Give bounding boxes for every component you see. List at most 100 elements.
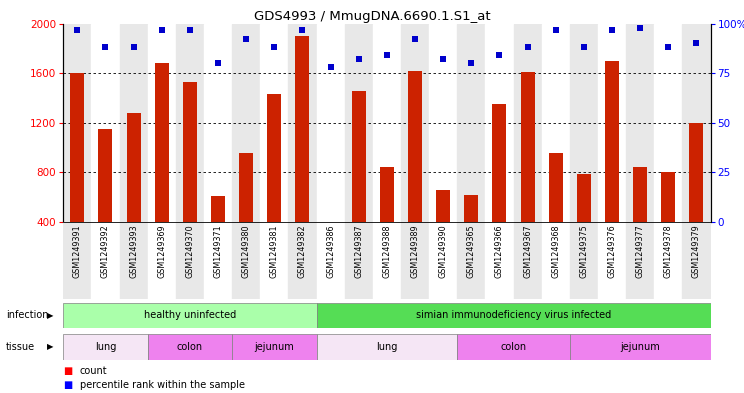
Text: GSM1249368: GSM1249368 xyxy=(551,224,560,278)
Bar xyxy=(260,24,289,222)
Point xyxy=(71,26,83,33)
Point xyxy=(184,26,196,33)
Text: GSM1249371: GSM1249371 xyxy=(214,224,222,278)
Bar xyxy=(324,222,338,223)
Bar xyxy=(513,24,542,222)
Text: GSM1249390: GSM1249390 xyxy=(439,224,448,278)
Bar xyxy=(401,222,429,299)
Bar xyxy=(598,222,626,299)
Bar xyxy=(267,94,281,222)
Bar xyxy=(316,303,711,328)
Bar xyxy=(120,24,147,222)
Text: ▶: ▶ xyxy=(47,311,54,320)
Bar xyxy=(147,222,176,299)
Bar xyxy=(211,196,225,222)
Text: tissue: tissue xyxy=(6,342,35,352)
Bar xyxy=(458,334,570,360)
Bar xyxy=(183,82,197,222)
Point xyxy=(381,52,393,59)
Bar xyxy=(289,24,316,222)
Bar xyxy=(373,24,401,222)
Text: GDS4993 / MmugDNA.6690.1.S1_at: GDS4993 / MmugDNA.6690.1.S1_at xyxy=(254,10,490,23)
Bar xyxy=(239,152,253,222)
Bar xyxy=(485,24,513,222)
Bar xyxy=(429,24,458,222)
Bar xyxy=(570,222,598,299)
Bar xyxy=(147,334,232,360)
Bar xyxy=(654,24,682,222)
Bar xyxy=(232,334,316,360)
Bar xyxy=(577,174,591,222)
Bar xyxy=(344,222,373,299)
Text: lung: lung xyxy=(376,342,397,352)
Text: GSM1249389: GSM1249389 xyxy=(411,224,420,278)
Text: colon: colon xyxy=(501,342,527,352)
Bar xyxy=(401,24,429,222)
Bar xyxy=(260,222,289,299)
Point xyxy=(437,56,449,62)
Bar xyxy=(380,167,394,222)
Bar xyxy=(176,222,204,299)
Text: ■: ■ xyxy=(63,380,72,390)
Bar xyxy=(513,222,542,299)
Bar xyxy=(126,113,141,222)
Bar xyxy=(542,222,570,299)
Bar xyxy=(436,190,450,222)
Bar xyxy=(521,72,535,222)
Bar xyxy=(92,24,120,222)
Text: GSM1249391: GSM1249391 xyxy=(73,224,82,278)
Bar xyxy=(120,222,147,299)
Text: GSM1249378: GSM1249378 xyxy=(664,224,673,278)
Point xyxy=(240,36,252,42)
Point xyxy=(324,64,336,70)
Text: GSM1249377: GSM1249377 xyxy=(635,224,644,278)
Point xyxy=(297,26,309,33)
Text: GSM1249381: GSM1249381 xyxy=(270,224,279,278)
Text: GSM1249380: GSM1249380 xyxy=(242,224,251,278)
Text: ▶: ▶ xyxy=(47,342,54,351)
Point xyxy=(662,44,674,51)
Point xyxy=(155,26,167,33)
Point xyxy=(100,44,112,51)
Bar xyxy=(682,24,711,222)
Text: GSM1249370: GSM1249370 xyxy=(185,224,194,278)
Point xyxy=(212,60,224,66)
Bar xyxy=(598,24,626,222)
Bar xyxy=(92,222,120,299)
Bar xyxy=(542,24,570,222)
Bar xyxy=(633,167,647,222)
Bar xyxy=(316,334,458,360)
Bar xyxy=(464,195,478,222)
Bar xyxy=(98,129,112,222)
Point xyxy=(578,44,590,51)
Bar xyxy=(70,73,84,222)
Bar xyxy=(626,222,654,299)
Bar xyxy=(654,222,682,299)
Text: GSM1249366: GSM1249366 xyxy=(495,224,504,278)
Bar xyxy=(147,24,176,222)
Text: GSM1249387: GSM1249387 xyxy=(354,224,363,278)
Text: jejunum: jejunum xyxy=(254,342,294,352)
Text: GSM1249375: GSM1249375 xyxy=(580,224,589,278)
Bar xyxy=(155,63,169,222)
Point xyxy=(269,44,280,51)
Text: GSM1249386: GSM1249386 xyxy=(326,224,335,278)
Point xyxy=(128,44,140,51)
Bar xyxy=(232,24,260,222)
Text: percentile rank within the sample: percentile rank within the sample xyxy=(80,380,245,390)
Bar xyxy=(63,222,92,299)
Bar xyxy=(408,71,422,222)
Text: GSM1249376: GSM1249376 xyxy=(608,224,617,278)
Bar xyxy=(204,222,232,299)
Text: simian immunodeficiency virus infected: simian immunodeficiency virus infected xyxy=(416,310,611,320)
Bar xyxy=(570,334,711,360)
Text: count: count xyxy=(80,366,107,376)
Bar xyxy=(570,24,598,222)
Bar xyxy=(605,61,619,222)
Bar xyxy=(682,222,711,299)
Bar xyxy=(626,24,654,222)
Text: GSM1249393: GSM1249393 xyxy=(129,224,138,278)
Text: jejunum: jejunum xyxy=(620,342,660,352)
Bar xyxy=(661,173,676,222)
Bar xyxy=(493,104,507,222)
